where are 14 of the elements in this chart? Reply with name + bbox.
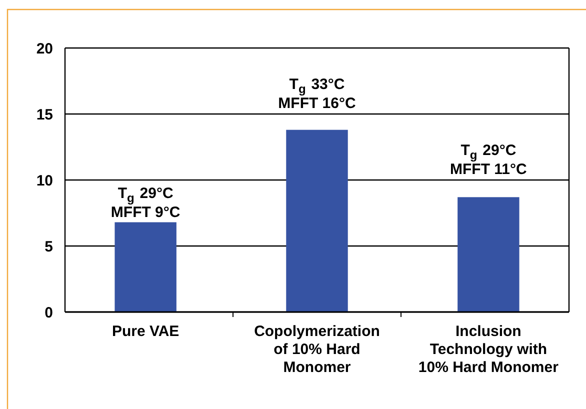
y-tick-label: 10 — [36, 172, 53, 190]
y-tick-label: 15 — [36, 106, 53, 124]
annotation: T$_{g}$ 33°C MFFT 16°C — [278, 76, 356, 112]
bar — [458, 197, 520, 312]
x-tick-label: Copolymerization of 10% Hard Monomer — [254, 323, 380, 376]
annotation: T$_{g}$ 29°C MFFT 9°C — [110, 185, 180, 222]
y-tick-label: 20 — [36, 40, 53, 58]
y-tick-label: 0 — [44, 304, 53, 322]
x-tick-label: Inclusion Technology with 10% Hard Monomer — [418, 323, 559, 376]
bar — [286, 130, 348, 312]
y-tick-label: 5 — [44, 238, 53, 256]
x-tick-label: Pure VAE — [112, 323, 180, 340]
bar — [114, 222, 176, 312]
annotation: T$_{g}$ 29°C MFFT 11°C — [450, 142, 528, 178]
